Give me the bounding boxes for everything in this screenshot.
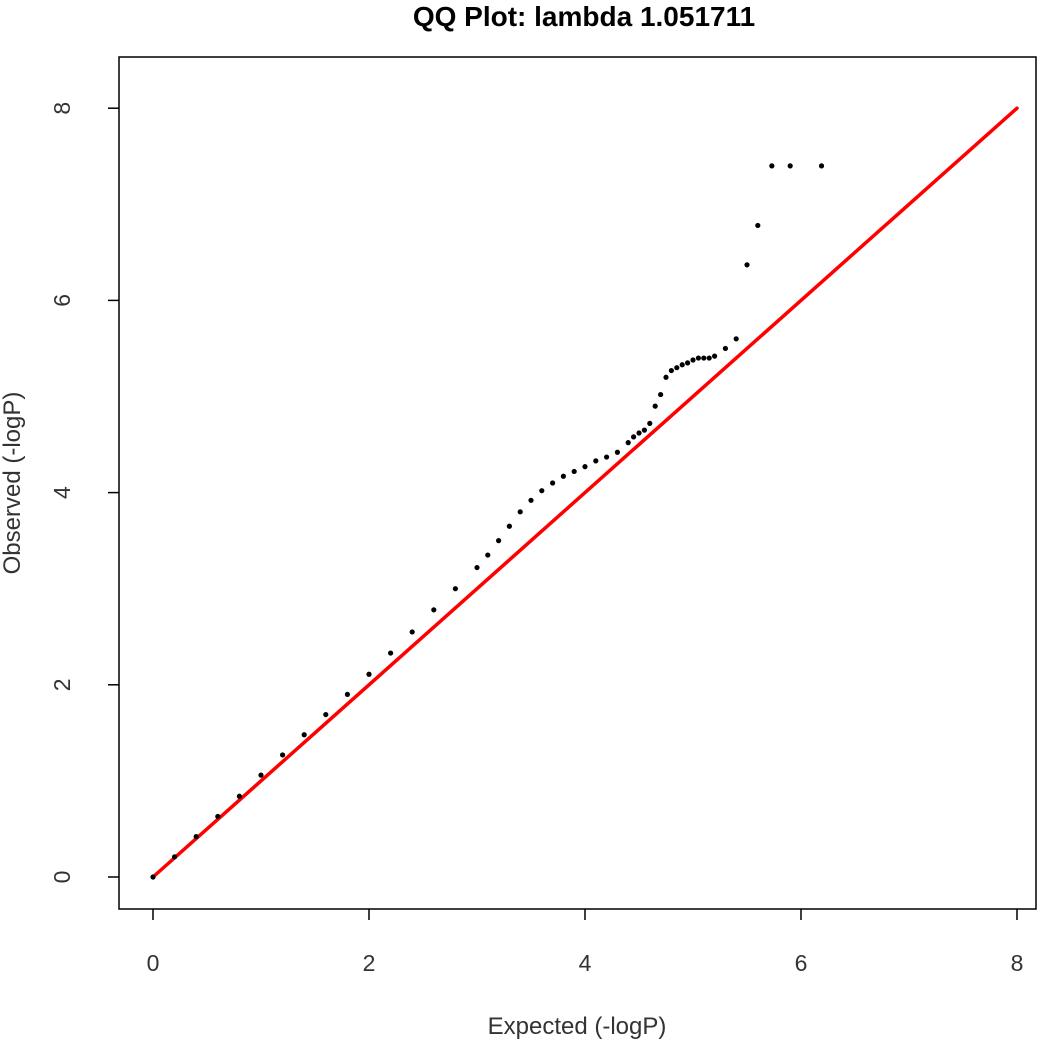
data-point <box>388 650 394 656</box>
data-point <box>663 374 669 380</box>
y-tick-label: 6 <box>49 294 75 307</box>
y-axis: 0 2 4 6 8 <box>49 102 119 884</box>
data-point <box>722 345 729 352</box>
data-point <box>474 564 480 571</box>
data-point <box>550 480 556 486</box>
y-tick-label: 2 <box>49 678 75 691</box>
x-tick-label: 8 <box>1011 950 1024 976</box>
x-tick-label: 2 <box>363 950 376 976</box>
data-point <box>604 454 610 460</box>
x-tick-label: 0 <box>147 950 160 976</box>
chart-title: QQ Plot: lambda 1.051711 <box>413 1 755 32</box>
data-point <box>236 793 242 799</box>
data-point <box>712 353 718 359</box>
data-point <box>636 430 642 436</box>
data-point <box>582 464 588 470</box>
data-point <box>301 732 307 738</box>
data-point <box>409 629 415 635</box>
data-point <box>706 355 712 361</box>
data-point <box>215 813 221 820</box>
data-point <box>571 468 577 475</box>
data-point <box>625 440 631 446</box>
data-point <box>431 607 437 613</box>
data-points <box>150 163 825 880</box>
data-point <box>674 365 680 371</box>
data-point <box>744 262 750 268</box>
data-point <box>755 222 761 229</box>
data-point <box>539 488 545 494</box>
reference-line <box>151 106 1019 879</box>
y-tick-label: 4 <box>49 486 75 499</box>
data-point <box>631 434 637 440</box>
data-point <box>641 427 648 433</box>
y-tick-label: 0 <box>49 871 75 884</box>
data-point <box>150 874 156 880</box>
data-point <box>701 355 707 361</box>
y-tick-label: 8 <box>49 102 75 115</box>
data-point <box>647 420 653 427</box>
y-axis-title: Observed (-logP) <box>0 392 26 575</box>
data-point <box>506 523 512 529</box>
data-point <box>496 538 502 544</box>
data-point <box>769 163 775 169</box>
data-point <box>344 691 350 698</box>
x-tick-label: 4 <box>579 950 592 976</box>
data-point <box>593 458 599 464</box>
plot-frame <box>118 56 1037 910</box>
data-point <box>787 163 793 169</box>
data-point <box>690 357 696 363</box>
data-point <box>258 772 264 778</box>
data-point <box>695 355 702 361</box>
data-point <box>172 854 178 860</box>
data-point <box>528 497 534 503</box>
data-point <box>733 336 739 342</box>
x-axis: 0 2 4 6 8 <box>147 909 1024 976</box>
data-point <box>685 360 691 366</box>
x-axis-title: Expected (-logP) <box>488 1013 667 1040</box>
x-tick-label: 6 <box>795 950 808 976</box>
data-point <box>652 403 658 409</box>
data-point <box>658 391 664 398</box>
data-point <box>452 586 458 592</box>
data-point <box>614 449 621 455</box>
data-point <box>366 671 372 677</box>
data-point <box>280 752 286 758</box>
data-point <box>193 834 199 840</box>
data-point <box>560 473 567 479</box>
data-point <box>485 552 491 558</box>
data-point <box>517 509 523 515</box>
data-point <box>818 163 825 169</box>
data-point <box>679 362 685 368</box>
data-point <box>323 711 329 718</box>
data-point <box>668 367 675 374</box>
